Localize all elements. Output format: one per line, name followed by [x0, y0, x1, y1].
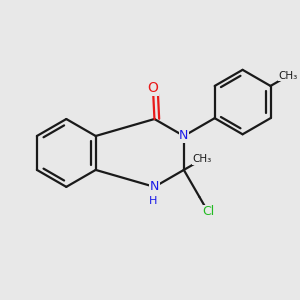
Text: N: N: [179, 130, 188, 142]
Text: CH₃: CH₃: [193, 154, 212, 164]
Text: O: O: [148, 82, 158, 95]
Text: Cl: Cl: [202, 205, 214, 218]
Text: CH₃: CH₃: [278, 71, 298, 81]
Text: H: H: [149, 196, 157, 206]
Text: N: N: [150, 180, 159, 194]
